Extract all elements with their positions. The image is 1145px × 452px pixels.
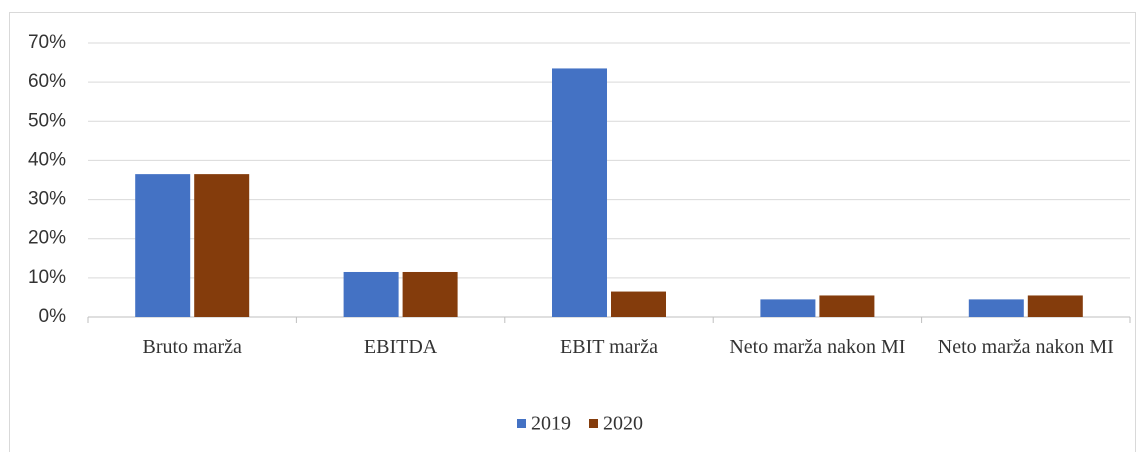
y-tick-label: 50% bbox=[28, 110, 66, 131]
bar bbox=[402, 271, 458, 317]
legend-label: 2019 bbox=[531, 413, 571, 435]
y-tick-label: 10% bbox=[28, 267, 66, 288]
chart-frame bbox=[9, 12, 1136, 452]
bar bbox=[135, 174, 191, 317]
y-tick-label: 0% bbox=[39, 306, 67, 327]
y-tick-label: 60% bbox=[28, 71, 66, 92]
y-tick-label: 30% bbox=[28, 189, 66, 210]
bar bbox=[611, 291, 666, 317]
x-tick-label: Neto marža nakon MI bbox=[729, 336, 906, 358]
y-tick-label: 40% bbox=[28, 149, 66, 170]
legend-swatch bbox=[517, 419, 526, 428]
x-tick-label: Bruto marža bbox=[142, 336, 242, 358]
bar bbox=[343, 271, 399, 317]
legend-swatch bbox=[589, 419, 598, 428]
bar bbox=[819, 295, 875, 317]
x-tick-label: Neto marža nakon MI bbox=[937, 336, 1114, 358]
x-tick-label: EBITDA bbox=[363, 336, 438, 358]
bar bbox=[194, 174, 250, 317]
x-tick-label: EBIT marža bbox=[560, 336, 658, 358]
legend-label: 2020 bbox=[603, 413, 643, 435]
y-tick-label: 70% bbox=[28, 32, 66, 53]
bar bbox=[1027, 295, 1083, 317]
bar bbox=[968, 299, 1024, 317]
y-tick-label: 20% bbox=[28, 228, 66, 249]
bar bbox=[552, 68, 607, 317]
bar bbox=[760, 299, 816, 317]
